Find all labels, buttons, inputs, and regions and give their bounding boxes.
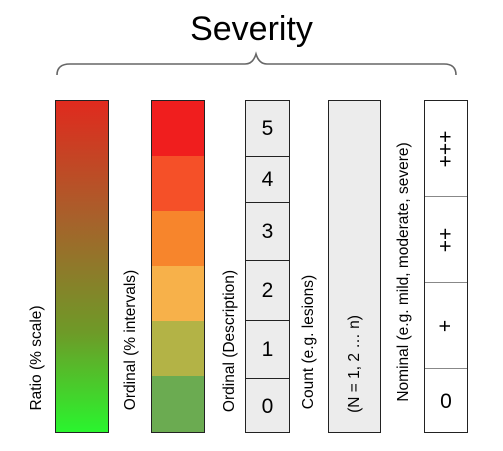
ordinal-description-column: 5 4 3 2 1 0 (245, 100, 290, 433)
ordinal-interval-band (152, 266, 204, 322)
nominal-level-mild: + (425, 282, 467, 369)
ordinal-interval-band (152, 321, 204, 377)
ordinal-intervals-bar (151, 100, 205, 433)
ordinal-description-label: Ordinal (Description) (221, 269, 238, 413)
ordinal-level-4: 4 (246, 156, 289, 203)
count-column: (N = 1, 2 … n) (328, 100, 381, 433)
count-label: Count (e.g. lesions) (300, 274, 317, 410)
ratio-gradient-bar (55, 100, 109, 433)
nominal-column: +++ ++ + 0 (424, 100, 468, 433)
ordinal-level-1: 1 (246, 320, 289, 379)
ordinal-level-2: 2 (246, 260, 289, 321)
ordinal-interval-band (152, 211, 204, 267)
nominal-level-severe: +++ (433, 130, 457, 167)
nominal-label: Nominal (e.g. mild, moderate, severe) (395, 142, 412, 402)
ordinal-level-5: 5 (246, 101, 289, 156)
ordinal-interval-band (152, 101, 204, 157)
nominal-level-moderate: ++ (425, 196, 467, 283)
page-title: Severity (190, 10, 313, 48)
count-range-label: (N = 1, 2 … n) (346, 315, 363, 413)
ordinal-interval-band (152, 156, 204, 212)
ordinal-level-3: 3 (246, 202, 289, 261)
ratio-label: Ratio (% scale) (28, 305, 45, 411)
nominal-level-none: 0 (425, 368, 467, 435)
ordinal-intervals-label: Ordinal (% intervals) (122, 269, 139, 411)
ordinal-interval-band (152, 376, 204, 432)
ordinal-level-0: 0 (246, 378, 289, 432)
